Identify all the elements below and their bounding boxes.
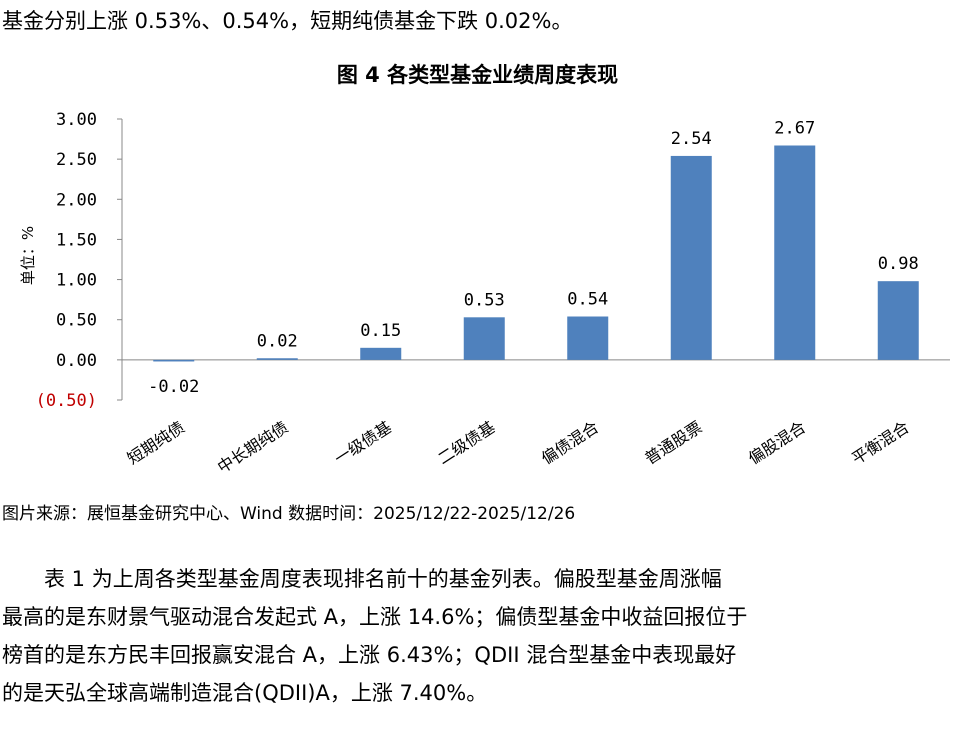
y-tick-label: 0.00 bbox=[56, 351, 97, 371]
bar bbox=[774, 145, 816, 360]
y-tick-label: (0.50) bbox=[36, 391, 97, 411]
category-label: 偏债混合 bbox=[538, 417, 602, 468]
y-tick-label: 2.50 bbox=[56, 150, 97, 170]
bar-value-label: 0.54 bbox=[567, 290, 608, 310]
bar-value-label: 0.15 bbox=[360, 321, 401, 341]
bar-value-label: 0.53 bbox=[464, 290, 505, 310]
category-label: 一级债基 bbox=[331, 417, 395, 468]
paragraph-line: 最高的是东财景气驱动混合发起式 A，上涨 14.6%；偏债型基金中收益回报位于 bbox=[2, 605, 748, 629]
category-label: 短期纯债 bbox=[124, 417, 188, 468]
y-tick-label: 0.50 bbox=[56, 311, 97, 331]
bar-value-label: -0.02 bbox=[148, 377, 199, 397]
category-label: 偏股混合 bbox=[745, 417, 809, 468]
bar bbox=[877, 281, 919, 360]
bar-value-label: 2.67 bbox=[774, 118, 815, 138]
paragraph-line: 的是天弘全球高端制造混合(QDII)A，上涨 7.40%。 bbox=[2, 681, 488, 705]
bar bbox=[463, 317, 505, 360]
bars bbox=[153, 145, 919, 362]
y-tick-label: 1.50 bbox=[56, 230, 97, 250]
bar bbox=[670, 155, 712, 360]
category-label: 平衡混合 bbox=[848, 417, 912, 468]
category-label: 普通股票 bbox=[641, 417, 705, 468]
bar-value-label: 0.02 bbox=[257, 331, 298, 351]
intro-text: 基金分别上涨 0.53%、0.54%，短期纯债基金下跌 0.02%。 bbox=[2, 9, 573, 33]
value-labels: -0.02 0.02 0.15 0.53 0.54 2.54 2.67 0.98 bbox=[148, 118, 919, 396]
bar bbox=[360, 347, 402, 360]
y-tick-label: 3.00 bbox=[56, 110, 97, 130]
category-label: 二级债基 bbox=[434, 417, 498, 468]
chart-title: 图 4 各类型基金业绩周度表现 bbox=[336, 63, 619, 87]
y-tick-label: 2.00 bbox=[56, 190, 97, 210]
y-tick-label: 1.00 bbox=[56, 271, 97, 291]
bar-value-label: 0.98 bbox=[878, 254, 919, 274]
bar-value-label: 2.54 bbox=[671, 129, 712, 149]
bar bbox=[256, 358, 298, 360]
body-paragraph: 表 1 为上周各类型基金周度表现排名前十的基金列表。偏股型基金周涨幅 最高的是东… bbox=[2, 560, 952, 712]
paragraph-line: 榜首的是东方民丰回报赢安混合 A，上涨 6.43%；QDII 混合型基金中表现最… bbox=[2, 643, 737, 667]
bar-chart: 3.00 2.50 2.00 1.50 1.00 0.50 0.00 (0.50) -0.02… bbox=[19, 110, 950, 477]
x-axis: 短期纯债 中长期纯债 一级债基 二级债基 偏债混合 普通股票 偏股混合 平衡混合 bbox=[124, 417, 913, 477]
paragraph-line: 表 1 为上周各类型基金周度表现排名前十的基金列表。偏股型基金周涨幅 bbox=[44, 567, 722, 591]
source-note: 图片来源：展恒基金研究中心、Wind 数据时间：2025/12/22-2025/… bbox=[2, 504, 576, 524]
bar bbox=[153, 359, 195, 362]
category-label: 中长期纯债 bbox=[214, 417, 291, 477]
y-axis-label: 单位：% bbox=[19, 226, 37, 285]
bar bbox=[567, 316, 609, 360]
